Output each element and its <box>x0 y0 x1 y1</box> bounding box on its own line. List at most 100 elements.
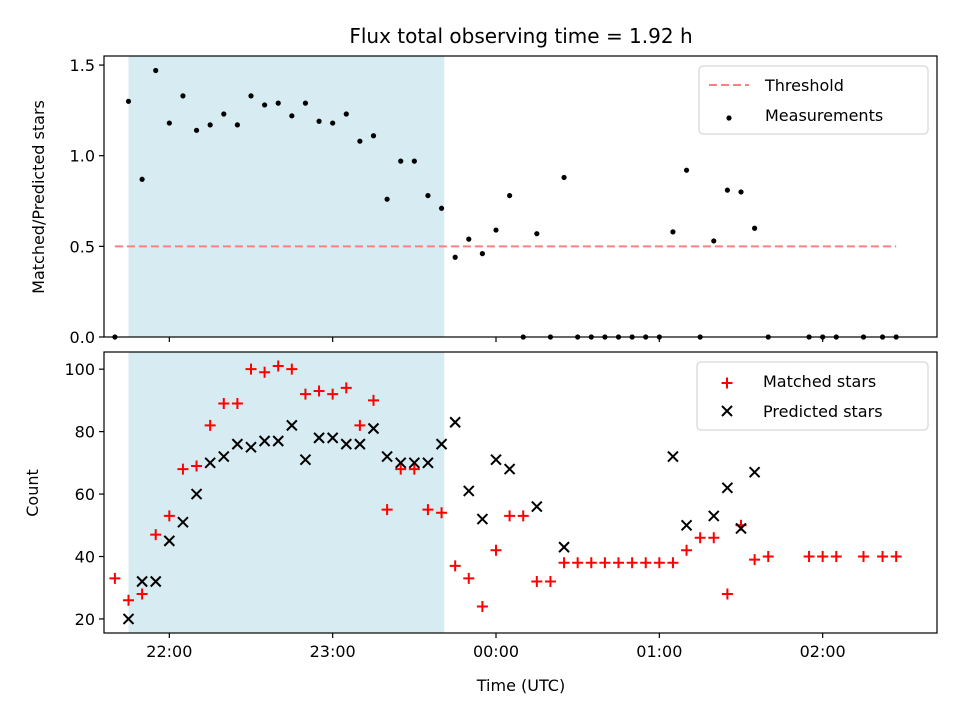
bottom-matched-point <box>381 504 393 516</box>
chart-title: Flux total observing time = 1.92 h <box>349 24 692 48</box>
bottom-predicted-point <box>463 485 475 497</box>
bottom-matched-point <box>395 463 407 475</box>
bottom-predicted-point <box>422 457 434 469</box>
bottom-matched-point <box>354 419 366 431</box>
bottom-matched-point <box>150 529 162 541</box>
bottom-y-axis-label: Count <box>23 469 42 517</box>
top-legend-box <box>698 65 929 135</box>
bottom-matched-point <box>422 504 434 516</box>
bottom-x-tick-label: 00:00 <box>473 642 519 661</box>
top-y-tick-label: 0.5 <box>70 237 95 256</box>
bottom-matched-point <box>558 557 570 569</box>
top-measurement-point <box>466 236 472 242</box>
bottom-matched-point <box>640 557 652 569</box>
bottom-matched-point <box>286 363 298 375</box>
bottom-observing-span <box>128 352 445 633</box>
bottom-matched-point <box>191 460 203 472</box>
bottom-predicted-point <box>299 454 312 466</box>
top-measurement-point <box>207 122 213 128</box>
bottom-predicted-point <box>503 463 516 475</box>
bottom-predicted-point <box>204 457 216 469</box>
bottom-predicted-point <box>708 510 720 522</box>
bottom-matched-point <box>517 510 529 522</box>
top-measurement-point <box>534 231 540 237</box>
bottom-y-tick-label: 20 <box>75 610 95 629</box>
top-measurement-point <box>398 158 404 164</box>
bottom-predicted-point <box>231 438 244 450</box>
top-y-tick-label: 1.5 <box>70 56 95 75</box>
bottom-predicted-point <box>313 432 325 444</box>
bottom-predicted-point <box>735 522 747 535</box>
top-measurement-point <box>738 189 744 195</box>
top-measurement-point <box>683 167 690 173</box>
bottom-predicted-point <box>449 416 461 428</box>
top-y-tick-label: 0.0 <box>70 328 95 347</box>
top-measurement-point <box>411 158 417 164</box>
top-measurement-point <box>302 100 309 106</box>
top-measurement-point <box>316 118 322 124</box>
bottom-predicted-point <box>218 450 230 463</box>
bottom-predicted-point <box>340 438 352 450</box>
top-axes-frame <box>103 55 938 338</box>
top-panel: 0.0 0.5 1.0 1.5 Threshold Measurements <box>70 55 938 347</box>
top-measurement-point <box>752 225 758 231</box>
bottom-matched-point <box>531 575 543 587</box>
bottom-matched-point <box>163 510 175 522</box>
bottom-matched-point <box>109 572 121 584</box>
bottom-matched-point <box>585 557 597 569</box>
bottom-predicted-point <box>381 450 393 463</box>
top-measurement-point <box>384 196 390 202</box>
bottom-matched-point <box>313 385 325 397</box>
bottom-predicted-point <box>136 575 148 588</box>
bottom-matched-point <box>613 557 624 569</box>
bottom-matched-point <box>749 554 761 566</box>
bottom-predicted-point <box>190 488 203 500</box>
bottom-matched-point <box>490 544 502 556</box>
bottom-legend-x-swatch <box>721 405 733 417</box>
top-measurement-point <box>180 93 186 99</box>
top-measurement-point <box>425 192 431 199</box>
bottom-matched-point <box>218 398 230 410</box>
bottom-predicted-point <box>272 435 284 447</box>
bottom-predicted-point <box>395 457 407 469</box>
bottom-matched-point <box>572 557 584 569</box>
bottom-matched-point <box>123 594 134 606</box>
top-measurement-point <box>153 67 159 74</box>
bottom-matched-point <box>259 366 271 378</box>
top-measurement-point <box>193 127 200 133</box>
bottom-predicted-point <box>258 435 271 447</box>
bottom-matched-point <box>762 551 774 563</box>
top-measurement-point <box>262 102 268 108</box>
top-legend-label: Measurements <box>765 106 883 125</box>
bottom-predicted-point <box>286 419 298 432</box>
bottom-legend-box <box>696 361 929 431</box>
bottom-matched-point <box>272 360 284 372</box>
bottom-predicted-point <box>748 466 761 478</box>
bottom-matched-point <box>877 551 889 563</box>
bottom-matched-point <box>436 507 448 519</box>
top-y-tick-label: 1.0 <box>70 147 95 166</box>
bottom-matched-point <box>721 588 733 600</box>
bottom-matched-point <box>626 557 638 569</box>
bottom-matched-point <box>890 551 902 563</box>
bottom-matched-point <box>299 388 311 400</box>
top-measurement-point <box>507 192 513 199</box>
bottom-predicted-point <box>367 422 380 435</box>
bottom-matched-point <box>204 419 216 431</box>
top-measurement-point <box>493 227 499 233</box>
bottom-y-tick-label: 80 <box>75 423 95 442</box>
bottom-predicted-point <box>558 541 570 553</box>
top-measurement-point <box>275 100 281 106</box>
top-measurement-point <box>438 205 445 211</box>
bottom-predicted-point <box>354 438 366 450</box>
bottom-matched-point <box>817 551 829 563</box>
bottom-matched-point <box>245 363 257 375</box>
bottom-matched-point <box>476 600 488 612</box>
top-measurement-point <box>125 98 132 104</box>
bottom-matched-point <box>177 463 189 475</box>
bottom-predicted-point <box>667 450 679 463</box>
top-legend-label: Threshold <box>764 76 844 95</box>
bottom-predicted-point <box>326 432 339 444</box>
top-measurement-point <box>357 138 363 144</box>
bottom-matched-point <box>368 394 379 406</box>
